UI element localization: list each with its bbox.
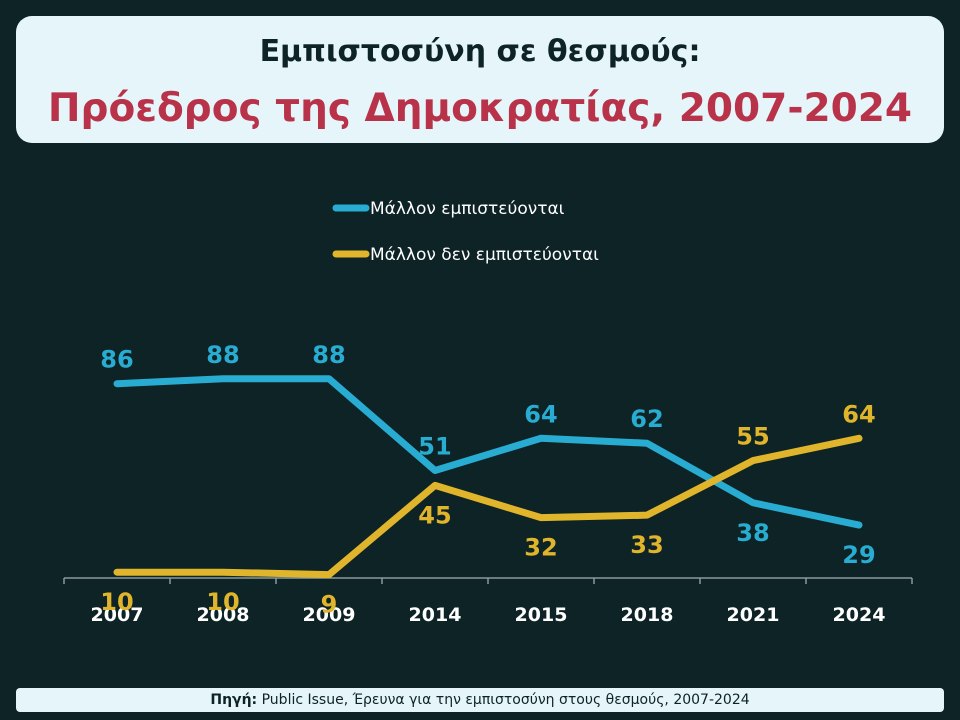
data-label-series-1: 64	[524, 400, 557, 428]
data-label-series-2: 64	[842, 400, 875, 428]
data-label-series-1: 62	[630, 405, 663, 433]
x-tick-label: 2009	[303, 604, 356, 626]
x-tick-label: 2018	[621, 604, 674, 626]
x-tick-label: 2007	[91, 604, 144, 626]
x-tick-label: 2008	[197, 604, 250, 626]
legend: Μάλλον εμπιστεύονται Μάλλον δεν εμπιστεύο…	[332, 199, 599, 265]
data-label-series-2: 33	[630, 531, 663, 559]
data-label-series-2: 10	[100, 588, 133, 616]
x-tick-label: 2015	[515, 604, 568, 626]
source-note: Πηγή: Public Issue, Έρευνα για την εμπισ…	[16, 688, 944, 712]
data-label-series-1: 38	[736, 519, 769, 547]
x-tick-label: 2024	[833, 604, 886, 626]
legend-label: Μάλλον εμπιστεύονται	[370, 199, 565, 219]
series-line-2	[113, 434, 863, 579]
data-label-series-2: 10	[206, 588, 239, 616]
legend-label: Μάλλον δεν εμπιστεύονται	[370, 245, 599, 265]
data-label-series-2: 32	[524, 534, 557, 562]
source-text: Public Issue, Έρευνα για την εμπιστοσύνη…	[261, 692, 750, 708]
data-label-series-2: 9	[321, 591, 338, 619]
data-label-series-1: 29	[842, 541, 875, 569]
x-axis: 2007 2008 2009 2014 2015 2018 2021 2024	[63, 577, 913, 626]
data-label-series-1: 88	[312, 341, 345, 369]
data-label-series-1: 88	[206, 341, 239, 369]
data-label-series-2: 45	[418, 501, 451, 529]
source-label: Πηγή:	[210, 692, 258, 708]
data-labels: 86 88 88 51 64 62 38 29 10 10 9 45 32 33 55 64	[100, 341, 875, 619]
chart-title: Εμπιστοσύνη σε θεσμούς:	[259, 34, 701, 69]
title-box: Εμπιστοσύνη σε θεσμούς: Πρόεδρος της Δημ…	[16, 16, 944, 143]
x-tick-label: 2021	[727, 604, 780, 626]
line-chart: Μάλλον εμπιστεύονται Μάλλον δεν εμπιστεύο…	[63, 199, 913, 626]
x-tick-label: 2014	[409, 604, 462, 626]
data-label-series-2: 55	[736, 423, 769, 451]
data-label-series-1: 86	[100, 346, 133, 374]
data-label-series-1: 51	[418, 433, 451, 461]
chart-subtitle: Πρόεδρος της Δημοκρατίας, 2007-2024	[47, 86, 913, 131]
series-line-1	[113, 375, 863, 529]
series-layer	[113, 375, 863, 579]
